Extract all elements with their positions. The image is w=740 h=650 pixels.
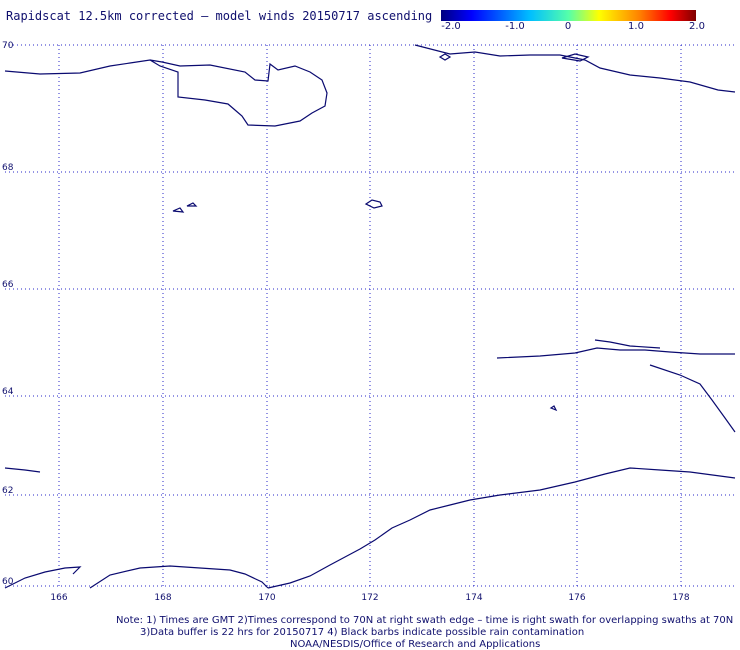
lon-label: 178 xyxy=(672,593,689,603)
lat-label: 62 xyxy=(2,486,13,496)
lon-label: 168 xyxy=(154,593,171,603)
chart-title: Rapidscat 12.5km corrected – model winds… xyxy=(6,9,433,23)
coastlines xyxy=(4,44,736,589)
island-small-2 xyxy=(561,53,590,62)
colorbar-tick-label: 0 xyxy=(564,21,572,32)
island-west xyxy=(172,202,198,213)
lat-label: 60 xyxy=(2,577,14,587)
island-dot xyxy=(549,405,558,412)
lon-label: 176 xyxy=(568,593,585,603)
island-small-1 xyxy=(438,53,452,61)
lon-label: 166 xyxy=(50,593,67,603)
coastline-north xyxy=(4,59,328,127)
colorbar-tick-label: -2.0 xyxy=(441,21,461,32)
coastline-west-small xyxy=(4,467,41,473)
lat-label: 66 xyxy=(2,280,14,290)
colorbar-tick-label: 2.0 xyxy=(689,21,705,32)
colorbar-tick-label: 1.0 xyxy=(628,21,644,32)
lat-label: 68 xyxy=(2,163,14,173)
lon-label: 172 xyxy=(361,593,378,603)
note-line-3: NOAA/NESDIS/Office of Research and Appli… xyxy=(290,639,541,650)
colorbar xyxy=(441,10,696,21)
coastline-east xyxy=(496,339,736,433)
colorbar-gradient xyxy=(441,10,696,21)
graticule xyxy=(5,44,735,588)
lon-label: 174 xyxy=(465,593,482,603)
colorbar-tick-label: -1.0 xyxy=(505,21,525,32)
island-mid xyxy=(364,199,383,209)
coastline-northeast xyxy=(414,44,736,93)
note-line-1: Note: 1) Times are GMT 2)Times correspon… xyxy=(116,615,734,626)
axis-labels: 166 168 170 172 174 176 178 70 68 66 64 62 60 xyxy=(2,41,690,603)
lon-label: 170 xyxy=(258,593,275,603)
coastline-southwest xyxy=(4,566,82,589)
lat-label: 64 xyxy=(2,387,14,397)
coastline-south xyxy=(89,467,736,589)
note-line-2: 3)Data buffer is 22 hrs for 20150717 4) … xyxy=(140,627,585,638)
lat-label: 70 xyxy=(2,41,14,51)
